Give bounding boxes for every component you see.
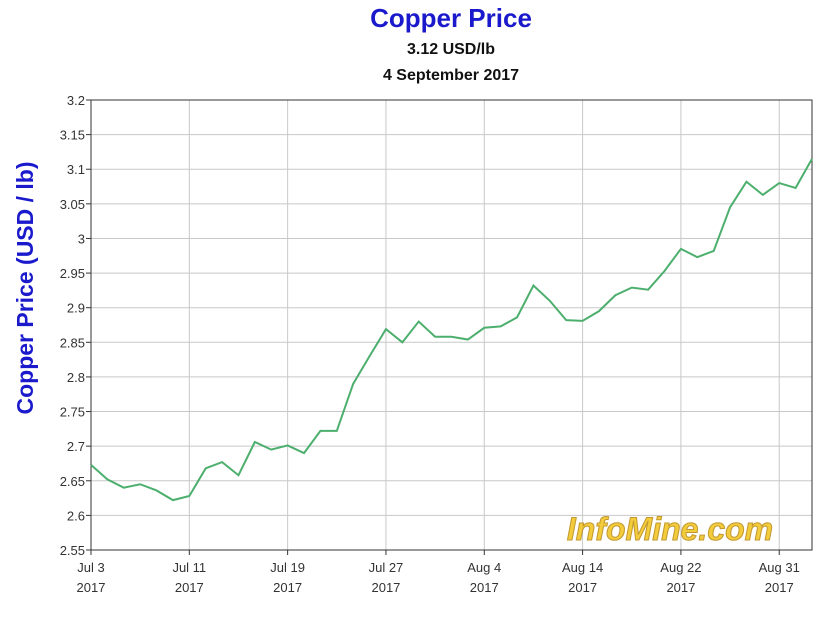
x-tick-label: Jul 3 [77, 560, 104, 575]
x-tick-label: Aug 31 [759, 560, 800, 575]
x-tick-label: Jul 19 [270, 560, 305, 575]
x-tick-label: 2017 [765, 580, 794, 595]
x-tick-label: 2017 [568, 580, 597, 595]
x-tick-label: Aug 14 [562, 560, 603, 575]
x-tick-label: 2017 [666, 580, 695, 595]
chart-subtitle: 3.12 USD/lb [407, 41, 495, 58]
y-tick-label: 3.1 [67, 162, 85, 177]
chart-subtitle: 4 September 2017 [383, 67, 519, 84]
x-tick-label: 2017 [273, 580, 302, 595]
y-tick-label: 3.05 [60, 197, 85, 212]
x-tick-label: 2017 [371, 580, 400, 595]
y-tick-label: 2.7 [67, 439, 85, 454]
y-tick-label: 3.15 [60, 128, 85, 143]
y-tick-label: 2.85 [60, 335, 85, 350]
y-tick-label: 2.95 [60, 266, 85, 281]
chart-title: Copper Price [370, 3, 532, 33]
y-tick-label: 2.75 [60, 405, 85, 420]
y-tick-label: 2.65 [60, 474, 85, 489]
x-tick-label: Aug 4 [467, 560, 501, 575]
x-tick-label: Jul 11 [172, 560, 206, 575]
y-tick-label: 2.9 [67, 301, 85, 316]
x-tick-label: Jul 27 [369, 560, 404, 575]
y-tick-label: 2.6 [67, 508, 85, 523]
y-axis-label: Copper Price (USD / lb) [12, 161, 38, 414]
y-tick-label: 3 [78, 231, 85, 246]
watermark: InfoMine.com [567, 511, 773, 547]
x-tick-label: 2017 [175, 580, 204, 595]
data-line [90, 158, 813, 502]
y-tick-label: 2.8 [67, 370, 85, 385]
x-tick-label: Aug 22 [660, 560, 701, 575]
y-tick-label: 3.2 [67, 93, 85, 108]
x-tick-label: 2017 [470, 580, 499, 595]
x-tick-label: 2017 [77, 580, 106, 595]
plot-frame [90, 99, 813, 551]
y-tick-label: 2.55 [60, 543, 85, 558]
